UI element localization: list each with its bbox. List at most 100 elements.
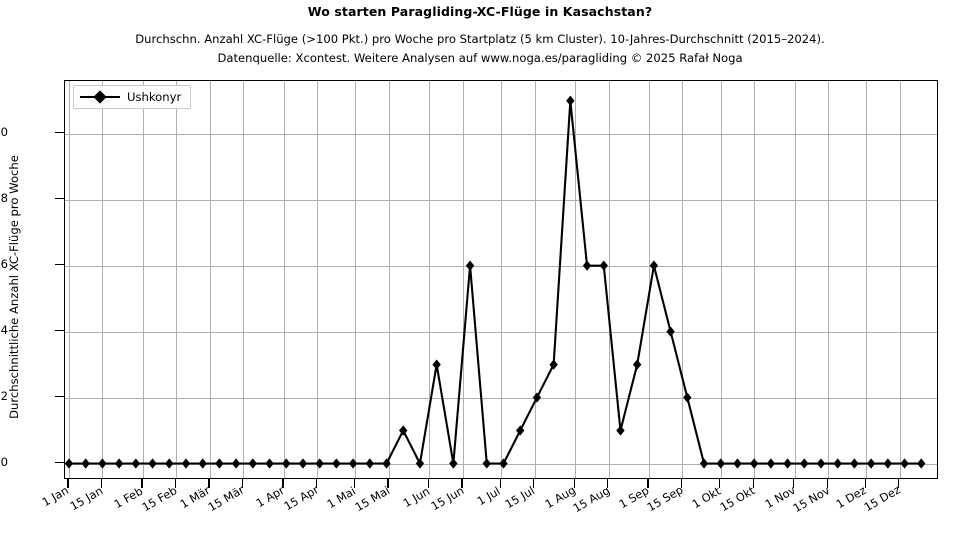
gridline-vertical: [754, 81, 756, 478]
data-point-marker: [465, 260, 475, 271]
data-point-marker: [365, 458, 374, 469]
data-point-marker: [850, 458, 859, 469]
y-axis-label: Durchschnittliche Anzahl XC-Flüge pro Wo…: [7, 155, 21, 419]
gridline-horizontal: [65, 331, 937, 333]
x-axis-tick-label: 15 Aug: [570, 483, 613, 515]
gridline-vertical: [209, 81, 211, 478]
gridline-vertical: [720, 81, 722, 478]
x-axis-tick-label: 15 Okt: [718, 483, 758, 514]
gridline-vertical: [283, 81, 285, 478]
gridline-vertical: [899, 81, 901, 478]
x-axis-tick: [499, 479, 501, 488]
data-point-marker: [114, 458, 124, 469]
gridline-horizontal: [65, 133, 937, 135]
x-axis-tick-label: 1 Mär: [178, 484, 213, 512]
x-axis-tick: [241, 479, 243, 488]
data-series-layer: [64, 81, 937, 478]
x-axis-tick-label: 15 Apr: [281, 483, 321, 514]
data-point-marker: [315, 458, 324, 469]
x-axis-tick: [864, 479, 866, 488]
data-point-marker: [783, 458, 792, 469]
x-axis-tick-label: 1 Okt: [690, 484, 724, 511]
y-axis-tick-label: 0.6: [0, 256, 8, 271]
gridline-horizontal: [65, 397, 937, 399]
data-point-marker: [666, 326, 675, 337]
y-axis-tick: [55, 395, 64, 398]
data-point-marker: [265, 458, 274, 469]
x-axis-tick: [793, 479, 795, 488]
x-axis-tick: [387, 479, 389, 488]
data-point-marker: [282, 458, 291, 469]
data-point-marker: [800, 458, 809, 469]
grid-lines: [65, 81, 937, 478]
gridline-vertical: [317, 81, 319, 478]
data-point-marker: [98, 458, 107, 469]
gridline-vertical: [243, 81, 245, 478]
gridline-horizontal: [65, 199, 937, 201]
x-axis-tick-label: 1 Mai: [324, 484, 358, 511]
subtitle-line-1: Durchschn. Anzahl XC-Flüge (>100 Pkt.) p…: [135, 32, 825, 46]
data-point-marker: [566, 95, 575, 106]
data-point-marker: [64, 458, 74, 469]
x-axis-tick: [353, 479, 356, 488]
gridline-vertical: [355, 81, 357, 478]
x-axis-tick: [752, 479, 754, 488]
data-point-marker: [382, 458, 391, 469]
data-point-marker: [883, 458, 893, 469]
chart-legend[interactable]: Ushkonyr: [73, 85, 192, 109]
data-point-marker: [866, 458, 876, 469]
x-axis-tick-label: 15 Mär: [206, 483, 247, 515]
x-axis-tick: [532, 479, 535, 488]
data-point-marker: [165, 458, 174, 469]
data-point-marker: [833, 458, 842, 469]
data-point-marker: [131, 458, 141, 469]
data-point-marker: [482, 458, 491, 469]
gridline-vertical: [649, 81, 651, 478]
x-axis-tick: [282, 479, 284, 488]
data-point-marker: [749, 458, 759, 469]
gridline-vertical: [682, 81, 684, 478]
data-point-marker: [81, 458, 90, 469]
data-point-marker: [733, 458, 742, 469]
legend-label-ushkonyr: Ushkonyr: [127, 90, 182, 104]
x-axis-tick-label: 15 Mai: [352, 483, 393, 514]
x-axis-tick-label: 15 Jan: [68, 483, 106, 513]
gridline-vertical: [143, 81, 145, 478]
data-point-marker: [399, 425, 408, 436]
y-axis-tick-label: 1.0: [0, 124, 8, 139]
data-point-marker: [198, 458, 207, 469]
x-axis-tick: [461, 479, 463, 488]
gridline-vertical: [462, 81, 464, 478]
page-title: Wo starten Paragliding-XC-Flüge in Kasac…: [307, 4, 653, 19]
data-point-marker: [181, 458, 191, 469]
y-axis-tick-label: 0.8: [0, 190, 8, 205]
x-axis-tick-label: 1 Apr: [253, 484, 287, 511]
x-axis-tick: [427, 479, 430, 488]
gridline-vertical: [828, 81, 830, 478]
gridline-vertical: [501, 81, 503, 478]
x-axis-tick: [208, 479, 210, 488]
data-point-marker: [549, 359, 558, 370]
data-point-marker: [148, 458, 157, 469]
data-point-marker: [699, 458, 709, 469]
x-axis-tick-label: 15 Feb: [140, 483, 180, 514]
y-axis-tick-label: 0.0: [0, 454, 8, 469]
chart-subtitle: Durchschn. Anzahl XC-Flüge (>100 Pkt.) p…: [0, 30, 960, 68]
y-axis-tick: [55, 264, 64, 266]
y-axis-tick: [55, 330, 64, 332]
data-point-marker: [900, 458, 909, 469]
data-point-marker: [599, 260, 608, 271]
plot-area: [64, 80, 938, 479]
gridline-vertical: [534, 81, 536, 478]
data-point-marker: [532, 392, 542, 403]
x-axis-tick-label: 1 Jul: [475, 484, 503, 509]
gridline-vertical: [388, 81, 390, 478]
data-point-marker: [348, 458, 358, 469]
series-line-ushkonyr: [69, 100, 922, 467]
x-axis-tick: [141, 479, 143, 488]
gridline-vertical: [429, 81, 431, 478]
data-point-marker: [716, 458, 725, 469]
x-axis-tick: [174, 479, 177, 488]
x-axis-tick: [607, 479, 609, 488]
